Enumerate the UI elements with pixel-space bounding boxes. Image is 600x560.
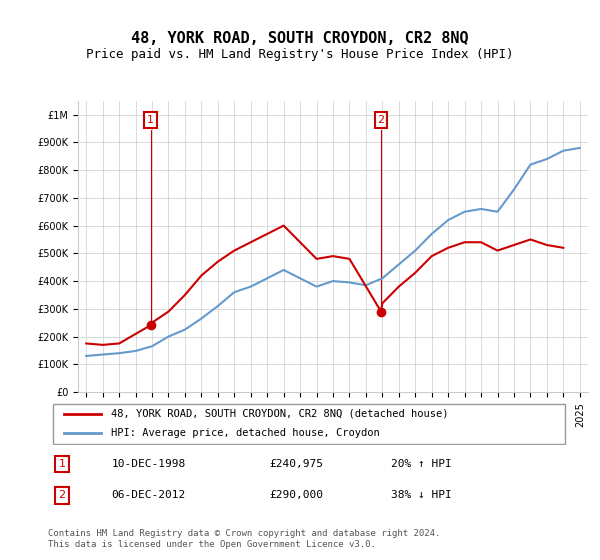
Text: 2: 2 bbox=[377, 115, 385, 125]
Text: 38% ↓ HPI: 38% ↓ HPI bbox=[391, 491, 452, 500]
Text: Price paid vs. HM Land Registry's House Price Index (HPI): Price paid vs. HM Land Registry's House … bbox=[86, 48, 514, 60]
Text: 1: 1 bbox=[59, 459, 65, 469]
Text: £290,000: £290,000 bbox=[270, 491, 324, 500]
Text: Contains HM Land Registry data © Crown copyright and database right 2024.
This d: Contains HM Land Registry data © Crown c… bbox=[48, 529, 440, 549]
Text: 1: 1 bbox=[147, 115, 154, 125]
Text: £240,975: £240,975 bbox=[270, 459, 324, 469]
Text: 2: 2 bbox=[59, 491, 65, 500]
Text: 06-DEC-2012: 06-DEC-2012 bbox=[112, 491, 185, 500]
Text: 48, YORK ROAD, SOUTH CROYDON, CR2 8NQ: 48, YORK ROAD, SOUTH CROYDON, CR2 8NQ bbox=[131, 31, 469, 46]
Text: 48, YORK ROAD, SOUTH CROYDON, CR2 8NQ (detached house): 48, YORK ROAD, SOUTH CROYDON, CR2 8NQ (d… bbox=[112, 409, 449, 419]
Text: 20% ↑ HPI: 20% ↑ HPI bbox=[391, 459, 452, 469]
Text: 10-DEC-1998: 10-DEC-1998 bbox=[112, 459, 185, 469]
FancyBboxPatch shape bbox=[53, 404, 565, 445]
Text: HPI: Average price, detached house, Croydon: HPI: Average price, detached house, Croy… bbox=[112, 428, 380, 438]
